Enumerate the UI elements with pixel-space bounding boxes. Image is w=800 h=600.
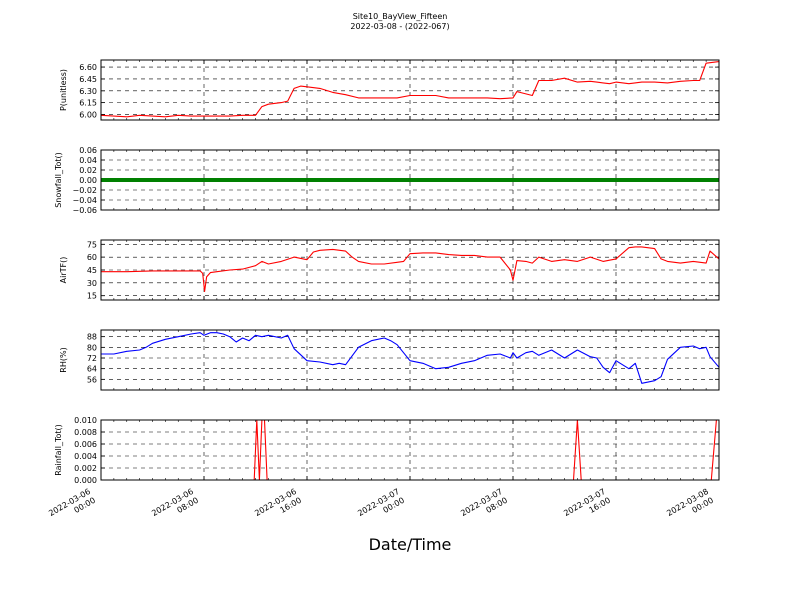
y-tick-label: 0.010 bbox=[74, 416, 97, 425]
panel-2: 0.060.040.020.00−0.02−0.04−0.06 Snowfall_… bbox=[54, 146, 720, 215]
x-tick-label: 2022-03-0716:00 bbox=[562, 487, 612, 527]
axes-frame bbox=[100, 329, 720, 391]
y-tick-label: 0.006 bbox=[74, 440, 97, 449]
y-tick-label: 6.15 bbox=[79, 99, 97, 108]
panel-1: 6.00 6.15 6.30 6.45 6.60 P(unitless) bbox=[59, 59, 720, 121]
x-tick-label: 2022-03-0616:00 bbox=[253, 487, 303, 527]
y-tick-label: 6.45 bbox=[79, 75, 97, 84]
x-tick-label: 2022-03-0700:00 bbox=[356, 487, 406, 527]
y-tick-label: 0.04 bbox=[79, 156, 97, 165]
y-tick-label: 0.008 bbox=[74, 428, 97, 437]
series-line-1 bbox=[100, 61, 720, 118]
panel-3: 75 60 45 30 15 AirTF() bbox=[59, 239, 720, 301]
y-tick-label: 64 bbox=[87, 365, 97, 374]
x-tick-label: 2022-03-0600:00 bbox=[47, 487, 97, 527]
x-axis-label: Date/Time bbox=[369, 535, 452, 554]
x-tick-label: 2022-03-0608:00 bbox=[150, 487, 200, 527]
chart-subtitle: 2022-03-08 - (2022-067) bbox=[350, 22, 449, 31]
y-tick-label: 0.002 bbox=[74, 464, 97, 473]
axes-frame bbox=[100, 239, 720, 301]
chart-title: Site10_BayView_Fifteen bbox=[353, 12, 448, 21]
y-tick-label: 0.000 bbox=[74, 476, 97, 485]
y-tick-label: 56 bbox=[87, 375, 97, 384]
y-axis-label: AirTF() bbox=[59, 257, 68, 284]
x-tick-label: 2022-03-0800:00 bbox=[665, 487, 715, 527]
y-tick-label: 6.60 bbox=[79, 63, 97, 72]
y-tick-label: 0.00 bbox=[79, 176, 97, 185]
y-tick-label: 6.30 bbox=[79, 87, 97, 96]
y-axis-label: P(unitless) bbox=[59, 69, 68, 111]
y-axis-label: RH(%) bbox=[59, 347, 68, 372]
y-tick-label: −0.02 bbox=[72, 186, 97, 195]
y-tick-label: 45 bbox=[87, 266, 97, 275]
y-axis-label: Rainfall_Tot() bbox=[54, 424, 63, 476]
y-tick-label: 0.004 bbox=[74, 452, 97, 461]
y-tick-label: −0.04 bbox=[72, 196, 97, 205]
y-axis-label: Snowfall_Tot() bbox=[54, 152, 63, 208]
y-tick-label: 0.02 bbox=[79, 166, 97, 175]
series-line-3 bbox=[101, 246, 720, 292]
y-tick-label: 80 bbox=[87, 343, 97, 352]
axes-frame bbox=[100, 419, 720, 481]
axes-frame bbox=[100, 149, 720, 211]
y-tick-label: −0.06 bbox=[72, 206, 97, 215]
series-line-4 bbox=[101, 332, 720, 384]
y-tick-label: 6.00 bbox=[79, 110, 97, 119]
y-tick-label: 88 bbox=[87, 333, 97, 342]
panel-5: 0.010 0.008 0.006 0.004 0.002 0.000 Rainfall_T… bbox=[54, 416, 720, 485]
y-tick-label: 75 bbox=[87, 240, 97, 249]
axes-frame bbox=[100, 59, 720, 121]
y-tick-label: 60 bbox=[87, 253, 97, 262]
y-tick-label: 0.06 bbox=[79, 146, 97, 155]
y-tick-label: 72 bbox=[87, 354, 97, 363]
y-tick-label: 15 bbox=[87, 292, 97, 301]
y-tick-label: 30 bbox=[87, 279, 97, 288]
x-tick-label: 2022-03-0708:00 bbox=[459, 487, 509, 527]
